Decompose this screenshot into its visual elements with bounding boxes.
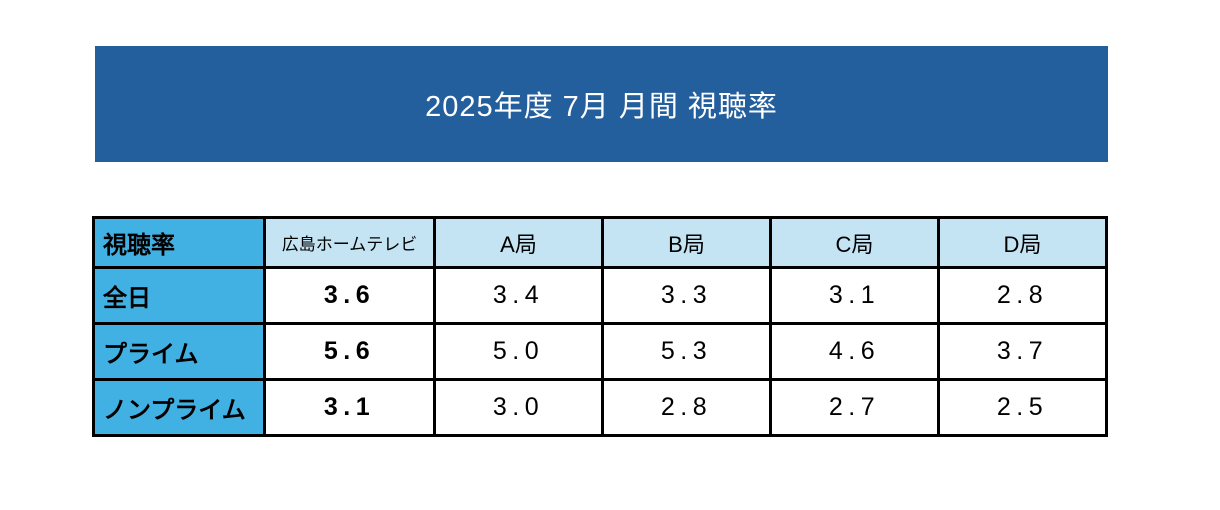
cell-value: 2.7 xyxy=(769,378,940,437)
cell-value: 3.4 xyxy=(433,266,604,325)
table-row-non-prime: ノンプライム 3.1 3.0 2.8 2.7 2.5 xyxy=(92,378,1108,437)
cell-value: 3.7 xyxy=(937,322,1108,381)
cell-value: 5.6 xyxy=(263,322,436,381)
column-header-home-station: 広島ホームテレビ xyxy=(263,216,436,269)
cell-value: 3.3 xyxy=(601,266,772,325)
cell-value: 3.0 xyxy=(433,378,604,437)
page-title: 2025年度 7月 月間 視聴率 xyxy=(425,91,778,123)
table-corner-header: 視聴率 xyxy=(92,216,266,269)
cell-value: 3.1 xyxy=(263,378,436,437)
cell-value: 4.6 xyxy=(769,322,940,381)
cell-value: 2.8 xyxy=(937,266,1108,325)
column-header-station-c: C局 xyxy=(769,216,940,269)
row-header-non-prime: ノンプライム xyxy=(92,378,266,437)
column-header-station-a: A局 xyxy=(433,216,604,269)
column-header-station-b: B局 xyxy=(601,216,772,269)
title-banner: 2025年度 7月 月間 視聴率 xyxy=(95,46,1108,162)
table-row-all-day: 全日 3.6 3.4 3.3 3.1 2.8 xyxy=(92,266,1108,325)
cell-value: 2.5 xyxy=(937,378,1108,437)
table-row-prime: プライム 5.6 5.0 5.3 4.6 3.7 xyxy=(92,322,1108,381)
cell-value: 2.8 xyxy=(601,378,772,437)
cell-value: 3.6 xyxy=(263,266,436,325)
cell-value: 5.0 xyxy=(433,322,604,381)
cell-value: 3.1 xyxy=(769,266,940,325)
column-header-station-d: D局 xyxy=(937,216,1108,269)
ratings-table: 視聴率 広島ホームテレビ A局 B局 C局 D局 全日 3.6 3.4 3.3 … xyxy=(92,216,1108,437)
row-header-prime: プライム xyxy=(92,322,266,381)
row-header-all-day: 全日 xyxy=(92,266,266,325)
table-header-row: 視聴率 広島ホームテレビ A局 B局 C局 D局 xyxy=(92,216,1108,269)
cell-value: 5.3 xyxy=(601,322,772,381)
